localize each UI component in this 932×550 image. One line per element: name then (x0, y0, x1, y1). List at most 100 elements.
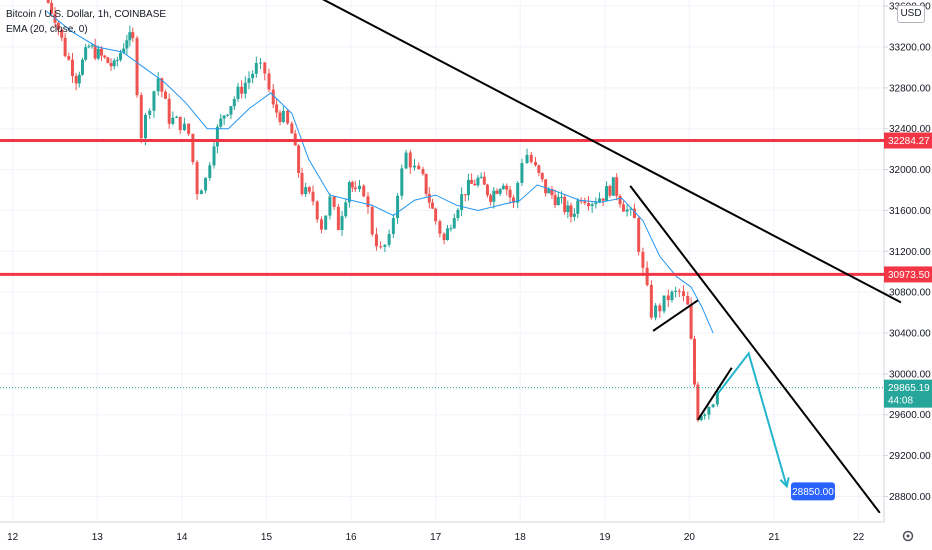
candle-body (608, 186, 612, 196)
candle-body (553, 195, 557, 206)
ema-legend: EMA (20, close, 0) (6, 24, 88, 35)
candle-body (275, 104, 279, 113)
candle-body (281, 110, 285, 122)
candle-body (347, 182, 351, 203)
y-tick-label: 29200.00 (889, 451, 931, 462)
candle-body (358, 185, 362, 190)
x-tick-label: 15 (261, 532, 273, 543)
candle-body (615, 177, 619, 196)
trend-line (322, 0, 902, 304)
candle-body (540, 172, 544, 180)
candle-body (300, 172, 304, 195)
settings-gear-center (906, 534, 910, 538)
candle-body (290, 123, 294, 134)
target-label-box (790, 482, 835, 501)
candle-body (677, 290, 681, 292)
y-tick-label: 32800.00 (889, 83, 931, 94)
candle-body (586, 203, 590, 207)
candle-body (563, 196, 567, 213)
candle-body (374, 234, 378, 247)
candle-body (605, 186, 609, 201)
candle-body (251, 73, 255, 79)
candle-body (297, 145, 301, 173)
candle-body (46, 0, 50, 3)
candle-body (164, 91, 168, 99)
candle-body (417, 165, 421, 170)
x-tick-label: 18 (515, 532, 527, 543)
candle-body (511, 197, 515, 203)
candle-body (232, 98, 236, 107)
candle-body (470, 179, 474, 184)
candle-body (96, 48, 100, 59)
candle-body (148, 110, 152, 115)
candle-body (171, 117, 175, 124)
projection-path (716, 351, 788, 487)
candle-body (103, 55, 107, 58)
candle-body (152, 91, 156, 111)
candle-body (362, 185, 366, 197)
candle-body (641, 251, 645, 268)
level-price-tag (884, 132, 932, 149)
candle-body (715, 393, 719, 405)
candle-body (556, 197, 560, 206)
candle-body (319, 219, 323, 230)
candle-body (711, 404, 715, 407)
candle-body (222, 115, 226, 119)
candle-body (404, 152, 408, 169)
currency-button[interactable]: USD (897, 5, 925, 23)
candle-body (449, 228, 453, 230)
x-tick-label: 20 (684, 532, 696, 543)
candle-body (658, 305, 662, 312)
candle-body (263, 62, 267, 74)
candle-body (621, 204, 625, 212)
candle-body (106, 57, 110, 64)
candle-body (307, 187, 311, 192)
candle-body (520, 163, 524, 183)
candle-body (336, 206, 340, 230)
candle-body (525, 154, 529, 164)
candle-body (516, 182, 520, 203)
candles (46, 0, 719, 422)
candle-body (226, 114, 230, 116)
candle-body (566, 205, 570, 213)
candle-body (489, 195, 493, 202)
candle-body (408, 152, 412, 168)
candle-body (533, 161, 537, 166)
candle-body (495, 190, 499, 194)
candle-body (87, 46, 91, 48)
candle-body (544, 179, 548, 194)
ema-line (46, 10, 714, 334)
candle-body (236, 86, 240, 99)
trend-line (697, 367, 733, 421)
candle-body (400, 168, 404, 196)
candle-body (182, 123, 186, 131)
candle-body (625, 209, 629, 212)
candle-body (286, 110, 290, 124)
candle-body (590, 204, 594, 207)
x-tick-label: 17 (430, 532, 442, 543)
x-tick-label: 19 (599, 532, 611, 543)
y-tick-label: 33200.00 (889, 42, 931, 53)
candle-body (56, 22, 60, 30)
candle-body (191, 133, 195, 163)
y-tick-label: 30400.00 (889, 329, 931, 340)
candle-body (366, 196, 370, 208)
candle-body (199, 190, 203, 195)
candle-body (682, 291, 686, 296)
candle-body (212, 146, 216, 166)
candle-body (353, 187, 357, 190)
candle-body (70, 59, 74, 77)
candle-body (594, 202, 598, 205)
candle-body (229, 106, 233, 115)
candle-body (50, 2, 54, 14)
candle-body (460, 194, 464, 210)
candle-body (529, 154, 533, 162)
candle-body (125, 40, 129, 49)
candle-body (559, 196, 563, 198)
candle-body (278, 112, 282, 122)
candle-body (703, 414, 707, 417)
candle-body (632, 208, 636, 219)
candle-body (445, 228, 449, 241)
candle-body (696, 384, 700, 421)
